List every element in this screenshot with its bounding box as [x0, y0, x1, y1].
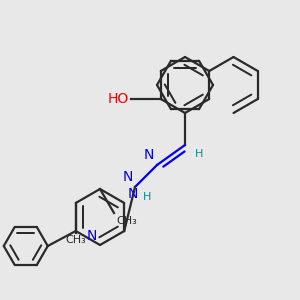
Text: N: N: [123, 170, 133, 184]
Text: CH₃: CH₃: [116, 216, 137, 226]
Text: N: N: [127, 187, 138, 201]
Text: N: N: [144, 148, 154, 162]
Text: HO: HO: [107, 92, 129, 106]
Text: H: H: [143, 192, 152, 202]
Text: N: N: [87, 229, 97, 243]
Text: CH₃: CH₃: [65, 235, 86, 245]
Text: H: H: [195, 149, 203, 159]
